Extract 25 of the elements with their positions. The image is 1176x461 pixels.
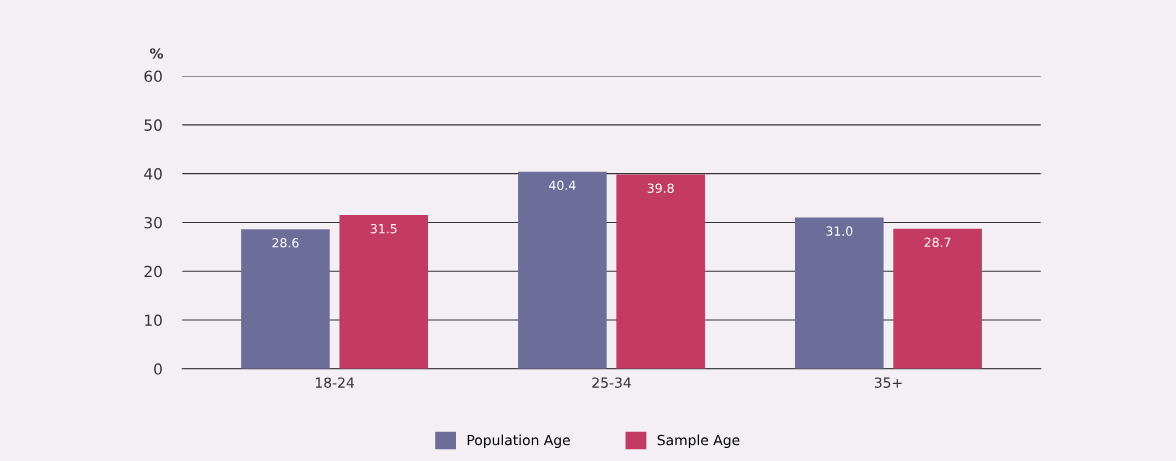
y-tick-label: 30 [144, 216, 162, 229]
data-label: 31.5 [370, 223, 397, 234]
bar [241, 229, 330, 369]
y-tick-label: 60 [144, 70, 162, 83]
bar [893, 228, 982, 369]
x-tick-label: 35+ [874, 377, 902, 388]
bar [518, 171, 607, 369]
data-label: 31.0 [826, 226, 853, 236]
y-tick-label: 40 [144, 168, 162, 180]
y-tick-label: 0 [154, 363, 162, 375]
legend-label: Sample Age [657, 434, 740, 448]
y-tick-label: 20 [144, 265, 162, 278]
x-tick-label: 25-34 [592, 377, 631, 388]
x-tick-label: 18-24 [315, 377, 354, 388]
bar [794, 217, 884, 369]
data-label: 28.7 [924, 237, 951, 248]
bar [339, 215, 429, 369]
data-label: 39.8 [647, 183, 674, 193]
y-tick-label: 10 [145, 314, 162, 327]
y-axis-title: % [150, 48, 164, 59]
legend-label: Population Age [467, 434, 570, 448]
y-tick-label: 50 [144, 119, 162, 131]
bar [616, 174, 705, 369]
data-label: 28.6 [272, 238, 299, 248]
data-label: 40.4 [549, 180, 576, 190]
